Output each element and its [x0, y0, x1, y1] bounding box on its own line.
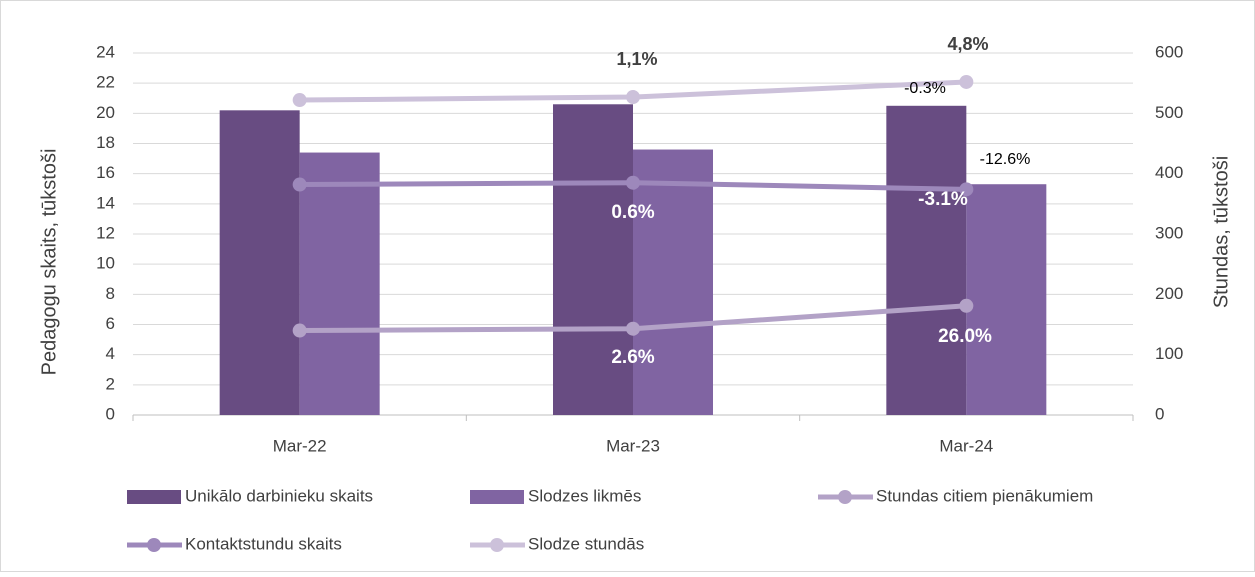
line-marker — [292, 93, 307, 108]
y2-tick-label: 500 — [1155, 103, 1183, 122]
annotation: 0.6% — [611, 202, 654, 223]
annotation: -12.6% — [980, 151, 1031, 168]
y-tick-label: 4 — [106, 344, 115, 363]
y-tick-label: 8 — [106, 284, 115, 303]
y2-tick-label: 100 — [1155, 344, 1183, 363]
annotation: -0.3% — [904, 80, 946, 97]
y2-tick-label: 400 — [1155, 163, 1183, 182]
y-tick-label: 18 — [96, 133, 115, 152]
annotation: 2.6% — [611, 347, 654, 368]
line-marker — [959, 182, 974, 197]
annotation: 1,1% — [616, 49, 657, 69]
legend-swatch — [838, 490, 852, 504]
legend-label: Unikālo darbinieku skaits — [185, 486, 373, 505]
y2-axis-title: Stundas, tūkstoši — [1210, 156, 1232, 308]
bar — [219, 110, 300, 416]
legend-swatch — [470, 490, 524, 504]
y-tick-label: 24 — [96, 42, 115, 61]
y-tick-label: 22 — [96, 73, 115, 92]
y-tick-label: 14 — [96, 193, 115, 212]
annotation: 26.0% — [938, 326, 992, 347]
legend-swatch — [147, 538, 161, 552]
bar — [886, 105, 967, 416]
line-marker — [626, 90, 640, 105]
legend-label: Stundas citiem pienākumiem — [876, 486, 1093, 505]
y-tick-label: 6 — [106, 314, 115, 333]
legend-swatch — [127, 490, 181, 504]
x-tick-label: Mar-24 — [939, 436, 993, 455]
line-marker — [626, 321, 640, 336]
x-tick-label: Mar-22 — [273, 436, 327, 455]
legend-swatch — [490, 538, 504, 552]
legend-label: Slodze stundās — [528, 534, 644, 553]
line-marker — [626, 175, 640, 190]
annotation: 4,8% — [947, 34, 988, 54]
y2-tick-label: 200 — [1155, 284, 1183, 303]
bar — [966, 184, 1047, 415]
y-tick-label: 20 — [96, 103, 115, 122]
y-tick-label: 16 — [96, 163, 115, 182]
y-tick-label: 12 — [96, 223, 115, 242]
y-axis-title: Pedagogu skaits, tūkstoši — [38, 149, 60, 376]
annotation: -3.1% — [918, 189, 968, 210]
y2-tick-label: 300 — [1155, 223, 1183, 242]
line-marker — [292, 323, 307, 338]
legend-label: Kontaktstundu skaits — [185, 534, 342, 553]
bar — [633, 149, 713, 416]
x-tick-label: Mar-23 — [606, 436, 660, 455]
y2-tick-label: 0 — [1155, 404, 1164, 423]
line-marker — [292, 177, 307, 192]
line-marker — [959, 74, 974, 89]
y-tick-label: 2 — [106, 374, 115, 393]
bar — [553, 104, 633, 416]
y2-tick-label: 600 — [1155, 42, 1183, 61]
y-tick-label: 0 — [106, 404, 115, 423]
y-tick-label: 10 — [96, 254, 115, 273]
line-marker — [959, 298, 974, 313]
legend-label: Slodzes likmēs — [528, 486, 641, 505]
bar — [299, 152, 380, 416]
